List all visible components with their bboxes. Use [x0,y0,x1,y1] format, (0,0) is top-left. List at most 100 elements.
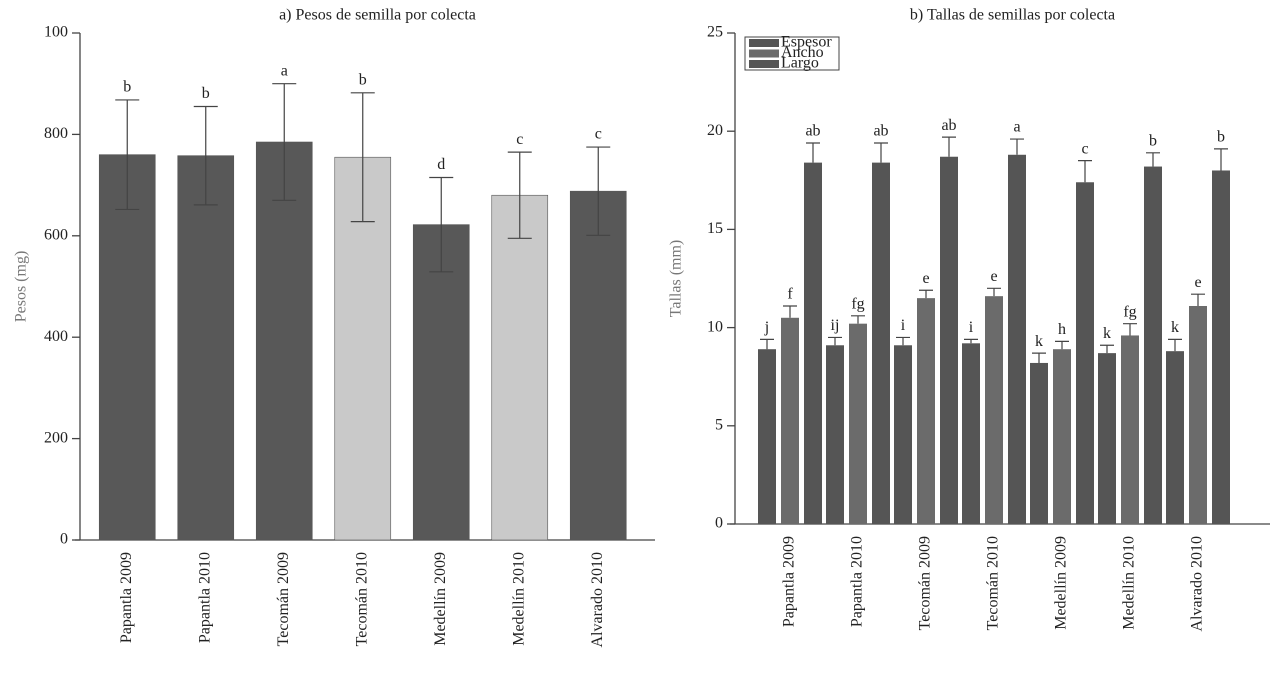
bar [985,296,1003,524]
y-tick-label: 800 [44,125,68,142]
significance-letter: b [123,79,131,96]
error-bar [851,315,865,324]
legend-swatch [749,60,779,68]
x-tick-label: Tecomán 2010 [985,536,1002,630]
significance-letter: a [1013,119,1020,136]
error-bar [1100,344,1114,354]
bar [1144,166,1162,524]
x-tick-label: Tecomán 2010 [353,552,370,646]
x-tick-label: Alvarado 2010 [1189,536,1206,632]
significance-letter: e [1194,274,1201,291]
error-bar [987,287,1001,297]
significance-letter: c [1081,140,1088,157]
bar [849,323,867,524]
x-tick-label: Papantla 2010 [196,552,213,643]
significance-letter: d [437,156,445,173]
x-tick-label: Alvarado 2010 [589,552,606,648]
significance-letter: i [969,319,974,336]
bar [940,156,958,524]
bar [1166,351,1184,524]
x-tick-label: Papantla 2009 [118,552,135,643]
bar [1008,154,1026,524]
significance-letter: b [359,71,367,88]
error-bar [115,99,140,211]
bar [1076,182,1094,524]
x-tick-label: Tecomán 2009 [917,536,934,630]
x-tick-label: Medellín 2010 [510,552,527,646]
x-tick-label: Papantla 2010 [849,536,866,627]
y-tick-label: 200 [44,429,68,446]
significance-letter: k [1035,333,1043,350]
y-tick-label: 25 [707,24,723,41]
bar [412,224,470,541]
x-tick-label: Papantla 2009 [781,536,798,627]
y-tick-label: 15 [707,220,723,237]
legend-label: Largo [781,55,819,72]
significance-letter: k [1171,319,1179,336]
y-tick-label: 400 [44,328,68,345]
bar [255,141,313,541]
significance-letter: e [990,268,997,285]
bar [917,298,935,524]
error-bar [586,146,611,236]
x-tick-label: Tecomán 2009 [275,552,292,646]
significance-letter: ab [805,123,820,140]
legend-label: Ancho [781,44,824,61]
legend-swatch [749,39,779,47]
error-bar [193,105,218,206]
y-tick-label: 20 [707,122,723,139]
y-axis-label: Tallas (mm) [668,240,685,318]
y-tick-label: 0 [60,531,68,548]
bar [781,317,799,524]
bar [804,162,822,524]
significance-letter: b [202,85,210,102]
error-bar [350,92,375,223]
error-bar [964,338,978,344]
y-tick-label: 100 [44,24,68,41]
y-axis-label: Pesos (mg) [13,251,30,323]
error-bar [1168,338,1182,352]
error-bar [806,142,820,163]
bar [1121,335,1139,524]
bar [1189,305,1207,524]
significance-letter: ab [941,117,956,134]
significance-letter: e [922,270,929,287]
error-bar [1032,352,1046,363]
significance-letter: a [281,62,288,79]
significance-letter: b [1217,129,1225,146]
significance-letter: f [787,286,793,303]
chart-title: b) Tallas de semillas por colecta [910,7,1115,24]
significance-letter: k [1103,325,1111,342]
error-bar [1146,152,1160,167]
bar [491,194,549,541]
bar [872,162,890,524]
significance-letter: fg [851,295,864,312]
significance-letter: fg [1123,303,1136,320]
chart-title: a) Pesos de semilla por colecta [279,7,476,24]
error-bar [896,336,910,346]
y-tick-label: 600 [44,226,68,243]
error-bar [429,176,454,273]
bar [962,343,980,524]
error-bar [1123,323,1137,336]
significance-letter: c [595,126,602,143]
error-bar [1055,340,1069,350]
significance-letter: ab [873,123,888,140]
bar [1030,362,1048,524]
x-tick-label: Medellín 2009 [432,552,449,646]
error-bar [760,338,774,350]
significance-letter: c [516,131,523,148]
bar [758,349,776,524]
error-bar [942,136,956,157]
significance-letter: ij [831,317,840,334]
bar [1098,353,1116,524]
bar [1053,349,1071,524]
x-tick-label: Medellín 2009 [1053,536,1070,630]
significance-letter: j [764,319,769,336]
legend-swatch [749,49,779,58]
error-bar [1010,138,1024,155]
bar [98,154,156,541]
error-bar [919,289,933,299]
y-tick-label: 10 [707,318,723,335]
